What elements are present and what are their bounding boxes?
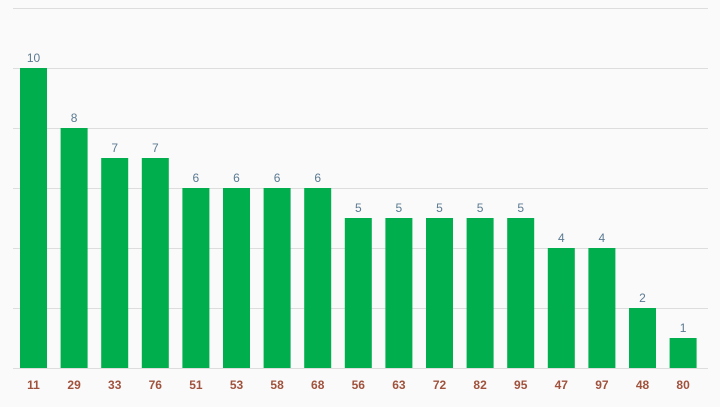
bar-33	[101, 158, 129, 368]
data-label-68: 6	[314, 171, 321, 185]
bar-51	[182, 188, 210, 368]
x-tick-label-72: 72	[433, 378, 447, 392]
bar-82	[466, 218, 494, 368]
data-label-51: 6	[193, 171, 200, 185]
bar-95	[507, 218, 535, 368]
data-label-29: 8	[71, 111, 78, 125]
data-label-97: 4	[599, 231, 606, 245]
x-tick-label-53: 53	[230, 378, 244, 392]
bar-47	[547, 248, 575, 368]
x-tick-label-29: 29	[67, 378, 81, 392]
bars	[20, 68, 697, 368]
bar-76	[141, 158, 169, 368]
x-tick-label-58: 58	[270, 378, 284, 392]
x-tick-label-76: 76	[149, 378, 163, 392]
bar-68	[304, 188, 332, 368]
bar-53	[223, 188, 250, 368]
bar-72	[426, 218, 453, 368]
x-tick-label-11: 11	[27, 378, 40, 392]
bar-56	[344, 218, 372, 368]
data-label-33: 7	[111, 141, 118, 155]
data-label-56: 5	[355, 201, 362, 215]
data-label-47: 4	[558, 231, 565, 245]
bar-58	[263, 188, 291, 368]
x-tick-label-97: 97	[595, 378, 609, 392]
data-label-48: 2	[639, 291, 646, 305]
data-label-11: 10	[27, 51, 41, 65]
x-tick-label-56: 56	[352, 378, 366, 392]
data-label-95: 5	[517, 201, 524, 215]
data-label-82: 5	[477, 201, 484, 215]
x-tick-label-80: 80	[676, 378, 690, 392]
x-tick-label-51: 51	[189, 378, 203, 392]
data-label-72: 5	[436, 201, 443, 215]
bar-63	[385, 218, 413, 368]
data-label-76: 7	[152, 141, 159, 155]
x-tick-label-33: 33	[108, 378, 122, 392]
x-tick-label-47: 47	[555, 378, 569, 392]
bar-29	[60, 128, 88, 368]
x-axis-tick-labels: 11 29 33 76 51 53 58 68 56 63 72 82 95 47 97 48 80	[27, 378, 690, 392]
data-label-63: 5	[396, 201, 403, 215]
data-label-53: 6	[233, 171, 240, 185]
bar-48	[629, 308, 656, 368]
bar-11	[20, 68, 47, 368]
bar-97	[588, 248, 616, 368]
bar-80	[669, 338, 697, 368]
x-tick-label-68: 68	[311, 378, 325, 392]
x-tick-label-48: 48	[636, 378, 650, 392]
x-tick-label-63: 63	[392, 378, 406, 392]
x-tick-label-95: 95	[514, 378, 528, 392]
x-tick-label-82: 82	[473, 378, 487, 392]
data-label-80: 1	[680, 321, 687, 335]
data-label-58: 6	[274, 171, 281, 185]
data-labels: 10 8 7 7 6 6 6 6 5 5 5 5 5 4 4 2 1	[27, 51, 687, 335]
